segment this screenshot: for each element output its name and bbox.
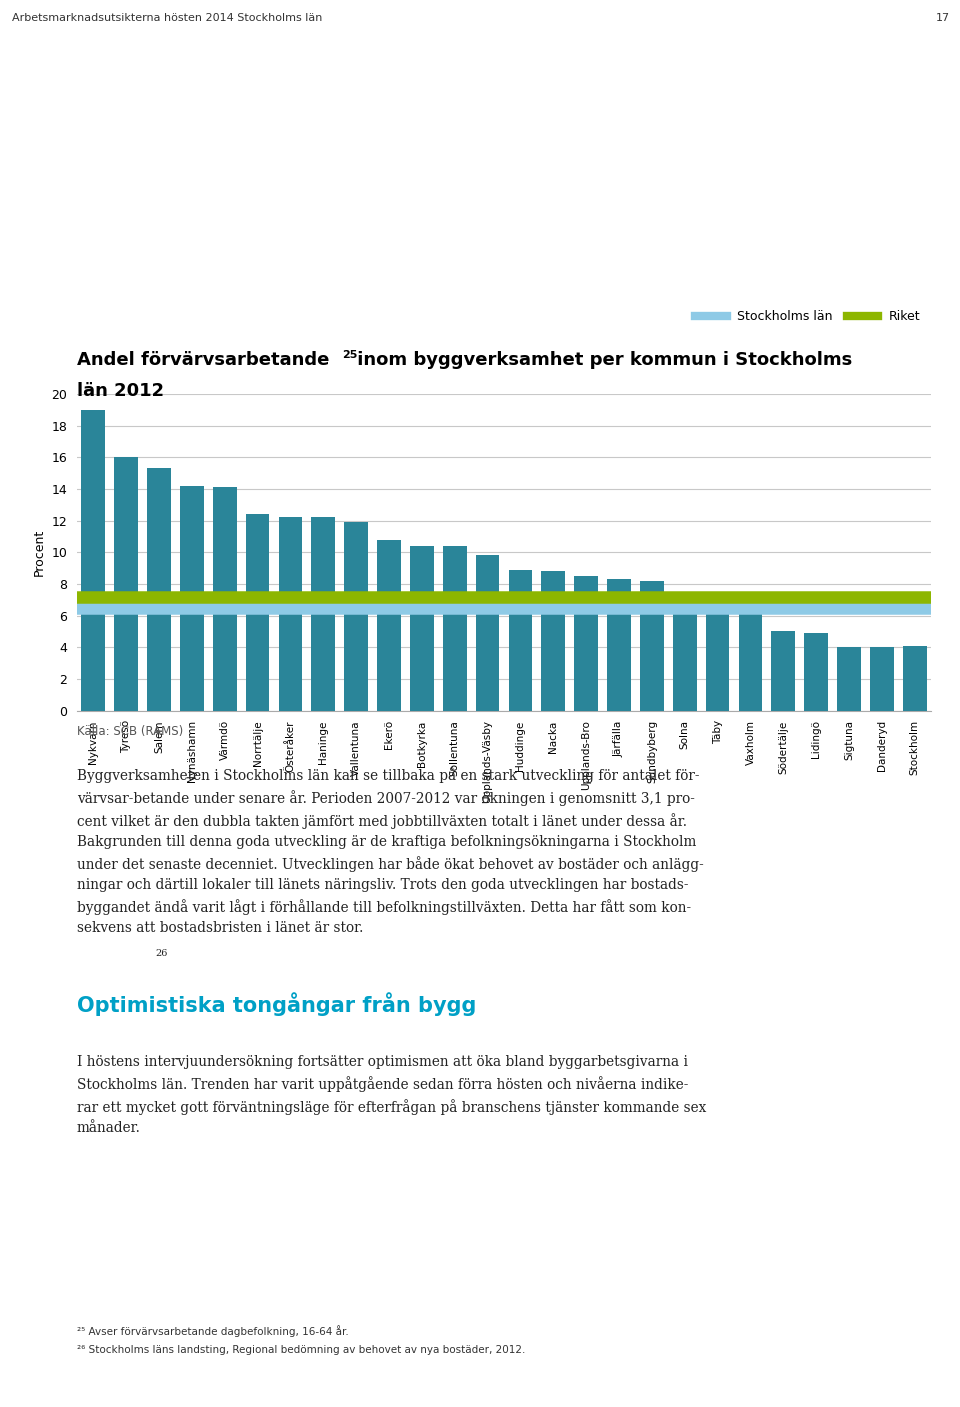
Bar [443,546,467,711]
Bar [345,522,368,711]
Bar [640,581,663,711]
Bar [804,633,828,711]
Text: Byggverksamheten i Stockholms län kan se tillbaka på en stark utveckling för ant: Byggverksamheten i Stockholms län kan se… [77,767,704,934]
Text: län 2012: län 2012 [77,381,164,400]
Bar [673,594,697,711]
Text: ²⁶ Stockholms läns landsting, Regional bedömning av behovet av nya bostäder, 201: ²⁶ Stockholms läns landsting, Regional b… [77,1345,525,1355]
Bar [607,580,631,711]
Bar [311,518,335,711]
Text: Källa: SCB (RAMS): Källa: SCB (RAMS) [77,725,183,737]
Text: 26: 26 [156,948,168,958]
Bar [476,556,499,711]
Bar [738,611,762,711]
Text: 25: 25 [342,350,357,360]
Bar [147,469,171,711]
Text: I höstens intervjuundersökning fortsätter optimismen att öka bland byggarbetsgiv: I höstens intervjuundersökning fortsätte… [77,1055,706,1135]
Text: Optimistiska tongångar från bygg: Optimistiska tongångar från bygg [77,992,476,1016]
Bar [903,646,926,711]
Bar [180,485,204,711]
Legend: Stockholms län, Riket: Stockholms län, Riket [690,305,924,328]
Bar [772,632,795,711]
Bar [541,571,565,711]
Bar [410,546,434,711]
Bar [114,457,138,711]
Text: inom byggverksamhet per kommun i Stockholms: inom byggverksamhet per kommun i Stockho… [351,350,852,369]
Y-axis label: Procent: Procent [33,529,46,575]
Text: Arbetsmarknadsutsikterna hösten 2014 Stockholms län: Arbetsmarknadsutsikterna hösten 2014 Sto… [12,13,322,23]
Bar [837,647,861,711]
Text: Andel förvärvsarbetande: Andel förvärvsarbetande [77,350,329,369]
Bar [377,539,401,711]
Bar [574,575,598,711]
Bar [213,487,236,711]
Bar [278,518,302,711]
Bar [706,608,730,711]
Bar [870,647,894,711]
Bar [509,570,532,711]
Bar [246,515,270,711]
Text: ²⁵ Avser förvärvsarbetande dagbefolkning, 16-64 år.: ²⁵ Avser förvärvsarbetande dagbefolkning… [77,1325,348,1337]
Text: 17: 17 [936,13,950,23]
Bar [82,409,105,711]
